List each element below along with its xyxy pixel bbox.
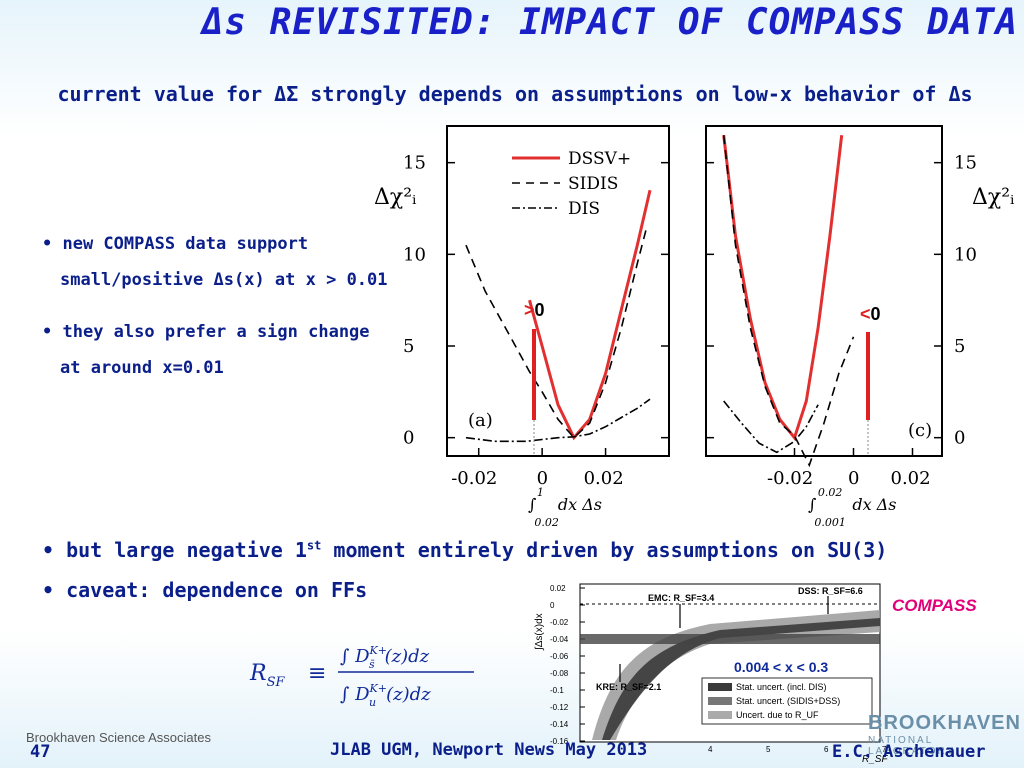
footer-author: E.C. Aschenauer [832,742,986,762]
legend-stat-dis-label: Stat. uncert. (incl. DIS) [736,682,827,692]
formula-lhs: RSF [249,661,285,690]
bullet-4: • caveat: dependence on FFs [42,578,368,602]
compass-emc-label: EMC: R_SF=3.4 [648,593,714,603]
compass-ytick-label: 0.02 [550,584,566,593]
bullet-3-pre: but large negative 1 [66,538,307,562]
plot-a-ytick-label: 15 [403,153,426,174]
plot-c-ytick-label: 15 [954,153,977,174]
compass-ytick-label: -0.1 [550,686,564,695]
slide-title: Δs REVISITED: IMPACT OF COMPASS DATA [201,2,1018,43]
plot-c-ytick-label: 5 [954,336,965,357]
chi2-plot-c: 0 5 10 15 -0.02 0 0.02 Δχ²ᵢ (c) <0 ∫ 0.0010.02d… [705,125,1015,529]
compass-ytick-label: -0.16 [550,737,569,746]
plot-a-series-sidis [465,226,648,439]
plot-a-xlabel: ∫ 0.021dx Δs [528,486,602,529]
plot-a-xtick-label: 0 [537,468,548,489]
bullet-2-line1: • they also prefer a sign change [42,322,370,342]
legend-sidis-label: SIDIS [568,174,618,194]
footer-org: Brookhaven Science Associates [26,730,211,745]
legend-dssv-label: DSSV+ [568,149,631,169]
compass-dss-label: DSS: R_SF=6.6 [798,586,863,596]
rsf-formula-svg: RSF ≡ ∫ DK+ s̄ (z)dz ∫ DK+ u (z)dz [249,644,474,709]
plot-a-annotation: >0 [524,300,545,320]
compass-plot: 0.02 0 -0.02 -0.04 -0.06 -0.08 -0.1 -0.12 -0.14 -… [534,583,888,765]
bullet-3-sup: st [306,538,322,553]
formula-numerator: ∫ DK+ s̄ (z)dz [340,644,430,671]
plot-a-ylabel: Δχ²ᵢ [374,185,417,210]
plot-c-series-dis [723,400,819,454]
compass-horizontal-band [580,634,880,644]
plot-a-ytick-label: 0 [403,428,414,449]
page-number: 47 [30,742,51,762]
plot-c-ylabel: Δχ²ᵢ [972,185,1015,210]
plot-c-xtick-label: -0.02 [767,468,813,489]
legend-dis-label: DIS [568,199,600,219]
plot-c-annotation: <0 [860,304,881,324]
plot-c-xlabel: ∫ 0.0010.02dx Δs [808,486,896,529]
slide-subtitle: current value for ΔΣ strongly depends on… [57,82,973,106]
plot-a-series-dssv [528,189,652,441]
compass-xlabel: R_SF [862,754,888,765]
plot-a-xtick-label: 0.02 [584,468,624,489]
formula-denominator: ∫ DK+ u (z)dz [340,682,431,709]
compass-ytick-label: -0.04 [550,635,569,644]
logo-line1: BROOKHAVEN [868,712,1021,734]
plot-c-series-sidis [722,135,855,468]
plot-a-panel-label: (a) [468,410,493,431]
legend-stat-sidis-swatch [708,697,732,705]
compass-xtick-label: 7 [882,745,887,754]
compass-legend: Stat. uncert. (incl. DIS) Stat. uncert. … [701,677,873,725]
bullet-2-text: they also prefer a sign change [62,322,370,342]
compass-ytick-label: -0.08 [550,669,569,678]
compass-label: COMPASS [892,596,977,615]
compass-xtick-label: 5 [766,745,771,754]
footer-event: JLAB UGM, Newport News May 2013 [330,740,648,760]
legend-ruf-label: Uncert. due to R_UF [736,710,819,720]
plot-a-legend: DSSV+ SIDIS DIS [512,149,631,219]
compass-kre-label: KRE: R_SF=2.1 [596,682,661,692]
plot-a-ytick-label: 5 [403,336,414,357]
plot-c-xtick-label: 0 [848,468,859,489]
compass-ytick-label: -0.06 [550,652,569,661]
bnl-logo: BROOKHAVEN NATIONAL LABORATORY [868,712,1024,757]
plot-a-series-dis [465,398,651,443]
bullet-1-text: new COMPASS data support [62,234,309,254]
bullet-1-line1: • new COMPASS data support [42,234,309,254]
logo-line2: NATIONAL LABORATORY [868,735,956,757]
plot-c-panel-label: (c) [908,420,932,441]
legend-stat-sidis-label: Stat. uncert. (SIDIS+DSS) [736,696,840,706]
legend-ruf-swatch [708,711,732,719]
bullet-4-text: caveat: dependence on FFs [66,578,368,602]
compass-ytick-label: -0.02 [550,618,569,627]
compass-range-label: 0.004 < x < 0.3 [734,659,828,675]
plot-a-ytick-label: 10 [403,244,426,265]
compass-band-inner [602,618,880,740]
compass-ytick-label: 0 [550,601,555,610]
formula-equiv: ≡ [308,661,326,686]
bullet-1-line2: small/positive Δs(x) at x > 0.01 [60,270,388,290]
bullet-3: • but large negative 1st moment entirely… [42,538,888,562]
chi2-plot-a: 0 5 10 15 -0.02 0 0.02 Δχ²ᵢ (a) DSSV+ SIDIS DI… [374,125,670,529]
compass-ytick-label: -0.12 [550,703,569,712]
plot-a-xtick-label: -0.02 [451,468,497,489]
bullet-3-post: moment entirely driven by assumptions on… [321,538,888,562]
compass-ytick-label: -0.14 [550,720,569,729]
rsf-formula: RSF ≡ ∫ DK+ s̄ (z)dz ∫ DK+ u (z)dz [248,636,488,714]
legend-stat-dis-swatch [708,683,732,691]
plot-c-ytick-label: 0 [954,428,965,449]
compass-ylabel: ∫Δs(x)dx [534,613,545,651]
plot-c-xtick-label: 0.02 [891,468,931,489]
compass-xtick-label: 6 [824,745,829,754]
compass-xtick-label: 4 [708,745,713,754]
plot-c-ytick-label: 10 [954,244,977,265]
bullet-2-line2: at around x=0.01 [60,358,224,378]
